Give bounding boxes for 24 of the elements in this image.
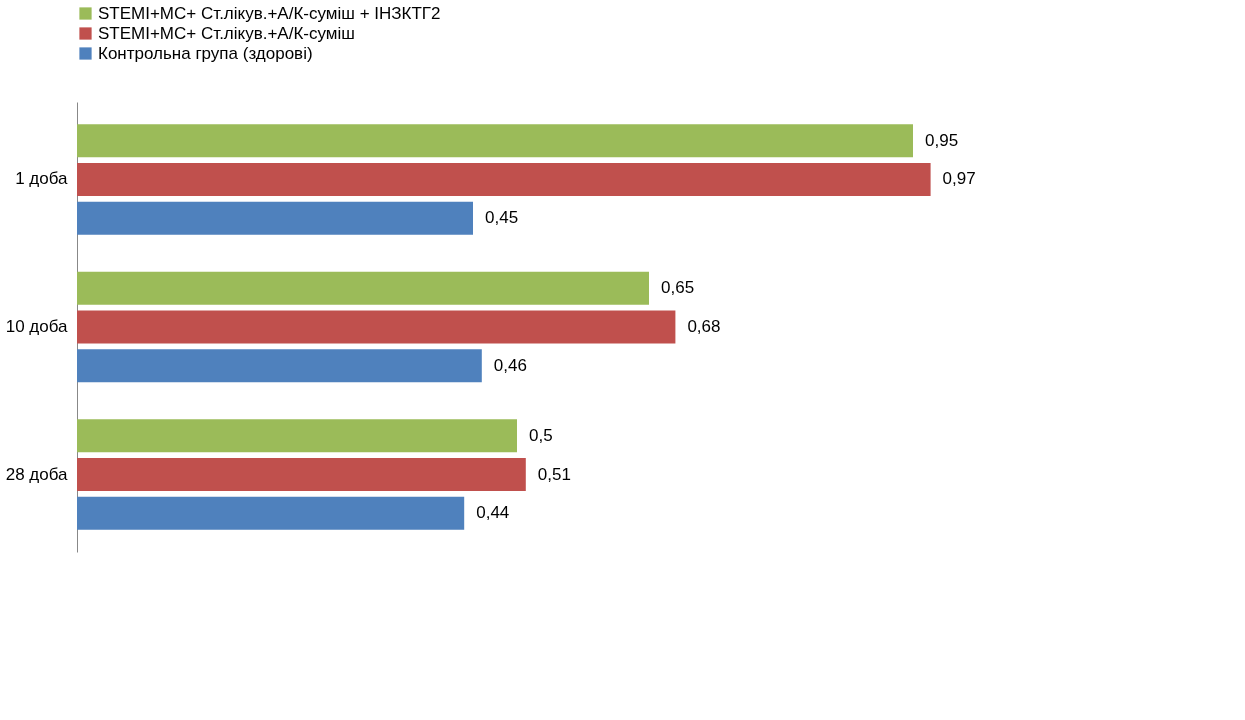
bar [77,419,517,453]
data-label: 0,95 [925,130,959,150]
legend-label: STEMI+MC+ Ст.лікув.+А/К-суміш [98,23,355,43]
data-label: 0,46 [493,355,527,375]
y-tick-label: 28 доба [5,464,69,484]
y-tick-label: 10 доба [5,317,69,336]
bar [77,458,526,492]
bar [77,349,482,383]
data-label: 0,51 [537,464,571,484]
data-label: 0,45 [485,208,519,228]
legend-label: Контрольна група (здорові) [98,43,313,63]
data-label: 0,44 [476,503,510,523]
bar [77,271,649,305]
data-label: 0,65 [661,278,695,298]
bar [77,310,676,344]
data-label: 0,5 [529,425,553,445]
y-tick-label: 1 доба [15,169,69,189]
data-label: 0,97 [942,169,976,189]
bar [77,162,931,196]
bar [77,124,913,158]
bar [77,496,465,530]
bar [77,201,473,235]
data-label: 0,68 [687,317,721,336]
legend-label: STEMI+MC+ Ст.лікув.+А/К-суміш + ІНЗКТГ2 [98,3,441,23]
